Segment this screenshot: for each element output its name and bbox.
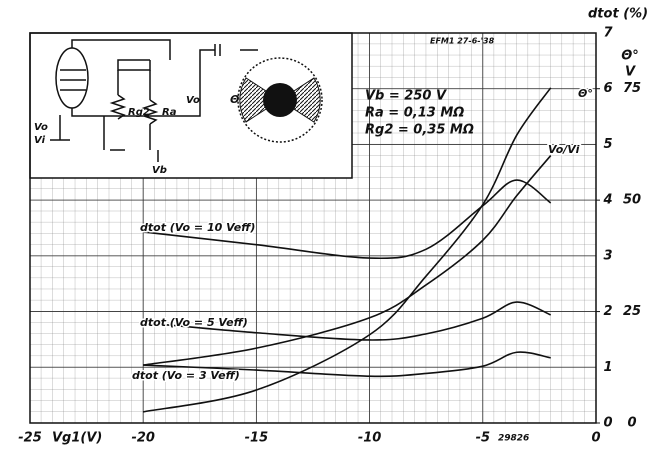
curve [143,179,552,260]
x-tick-label: -5 [476,431,490,446]
x-tick-label: -20 [131,431,155,446]
y-axis-label: dtot (%) [588,7,648,22]
curve [143,351,551,378]
curve-label: dtot (Vo = 5 Veff) [140,316,248,329]
curve-label: Θ° [578,87,593,100]
inset-label: Vb [152,165,167,176]
y-tick-label: 3 [603,248,612,263]
y-tick-label: 7 [603,26,613,41]
y-tick-label: 0 [603,416,612,431]
inset-label: Θ [230,93,239,106]
annotation: EFM1 27-6-'38 [430,37,495,46]
y2-axis-label: Θ° [621,49,639,64]
parameter: Ra = 0,13 MΩ [365,106,464,121]
x-axis-label: Vg1(V) [52,431,102,446]
inset-label: Ra [162,107,177,118]
curve [143,87,552,413]
inset-label: Vo [186,95,200,106]
y2-tick-label: 50 [623,193,641,208]
parameter: Rg2 = 0,35 MΩ [365,123,474,138]
annotation: 29826 [498,434,529,444]
y2-axis-label: V [625,65,636,80]
inset-label: Rg2 [128,107,150,118]
y-tick-label: 5 [603,137,612,152]
curve-label: Vo/Vi [548,143,580,156]
inset-label: Vi [34,135,46,146]
y2-tick-label: 0 [627,416,636,431]
y-tick-label: 1 [603,360,612,375]
curve [143,155,552,366]
y-tick-label: 6 [603,81,612,96]
y-tick-label: 2 [603,304,612,319]
parameter: Vb = 250 V [365,89,447,104]
inset-label: Vo [34,122,48,133]
x-tick-label: -25 [18,431,42,446]
curve-label: dtot (Vo = 10 Veff) [140,221,255,234]
plot-frame [29,32,597,424]
circuit-inset [29,32,353,179]
curve [143,301,552,341]
curve-label: dtot (Vo = 3 Veff) [132,369,240,382]
x-tick-label: -15 [245,431,269,446]
y-tick-label: 4 [602,193,612,208]
y2-tick-label: 75 [623,81,641,96]
x-tick-label: -10 [358,431,382,446]
y2-tick-label: 25 [623,304,641,319]
x-tick-label: 0 [591,431,600,446]
